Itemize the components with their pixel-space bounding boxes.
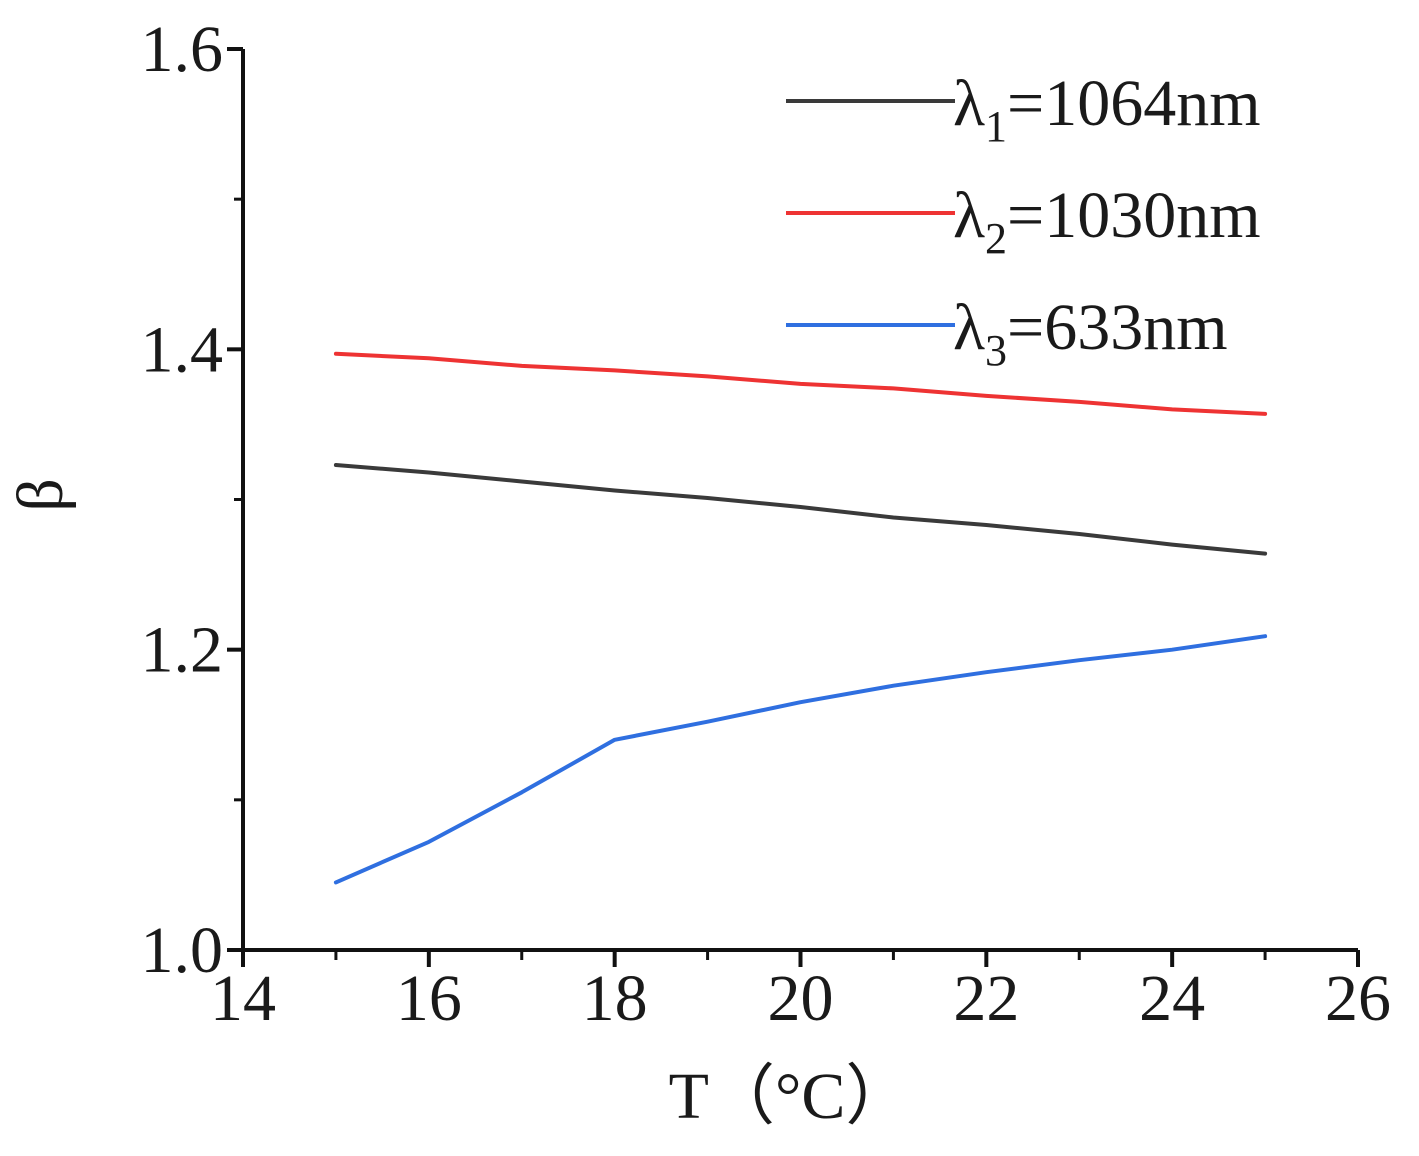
- series-line-3: [333, 634, 1268, 885]
- x-tick-label: 24: [1139, 962, 1205, 1035]
- legend-label-1: λ1=1064nm: [953, 67, 1261, 151]
- x-tick-label: 26: [1325, 962, 1391, 1035]
- x-axis-title: T（°C）: [669, 1060, 912, 1133]
- legend-label-2: λ2=1030nm: [953, 179, 1261, 263]
- y-tick-label: 1.0: [141, 914, 224, 987]
- y-tick-label: 1.2: [141, 614, 224, 687]
- x-axis-ticks: 14 16 18 20 22 24 26: [210, 950, 1391, 1035]
- y-axis-ticks: 1.0 1.2 1.4 1.6: [141, 13, 243, 987]
- y-tick-label: 1.6: [141, 13, 224, 86]
- x-tick-label: 22: [953, 962, 1019, 1035]
- x-tick-label: 16: [396, 962, 462, 1035]
- legend-label-3: λ3=633nm: [953, 291, 1228, 375]
- x-tick-label: 14: [210, 962, 276, 1035]
- y-tick-label: 1.4: [141, 313, 224, 386]
- series-lines: [333, 351, 1268, 885]
- x-tick-label: 18: [582, 962, 648, 1035]
- series-line-1: [333, 463, 1268, 556]
- series-line-2: [333, 351, 1268, 416]
- x-tick-label: 20: [768, 962, 834, 1035]
- y-axis-title: β: [4, 478, 77, 512]
- legend: λ1=1064nm λ2=1030nm λ3=633nm: [786, 67, 1261, 375]
